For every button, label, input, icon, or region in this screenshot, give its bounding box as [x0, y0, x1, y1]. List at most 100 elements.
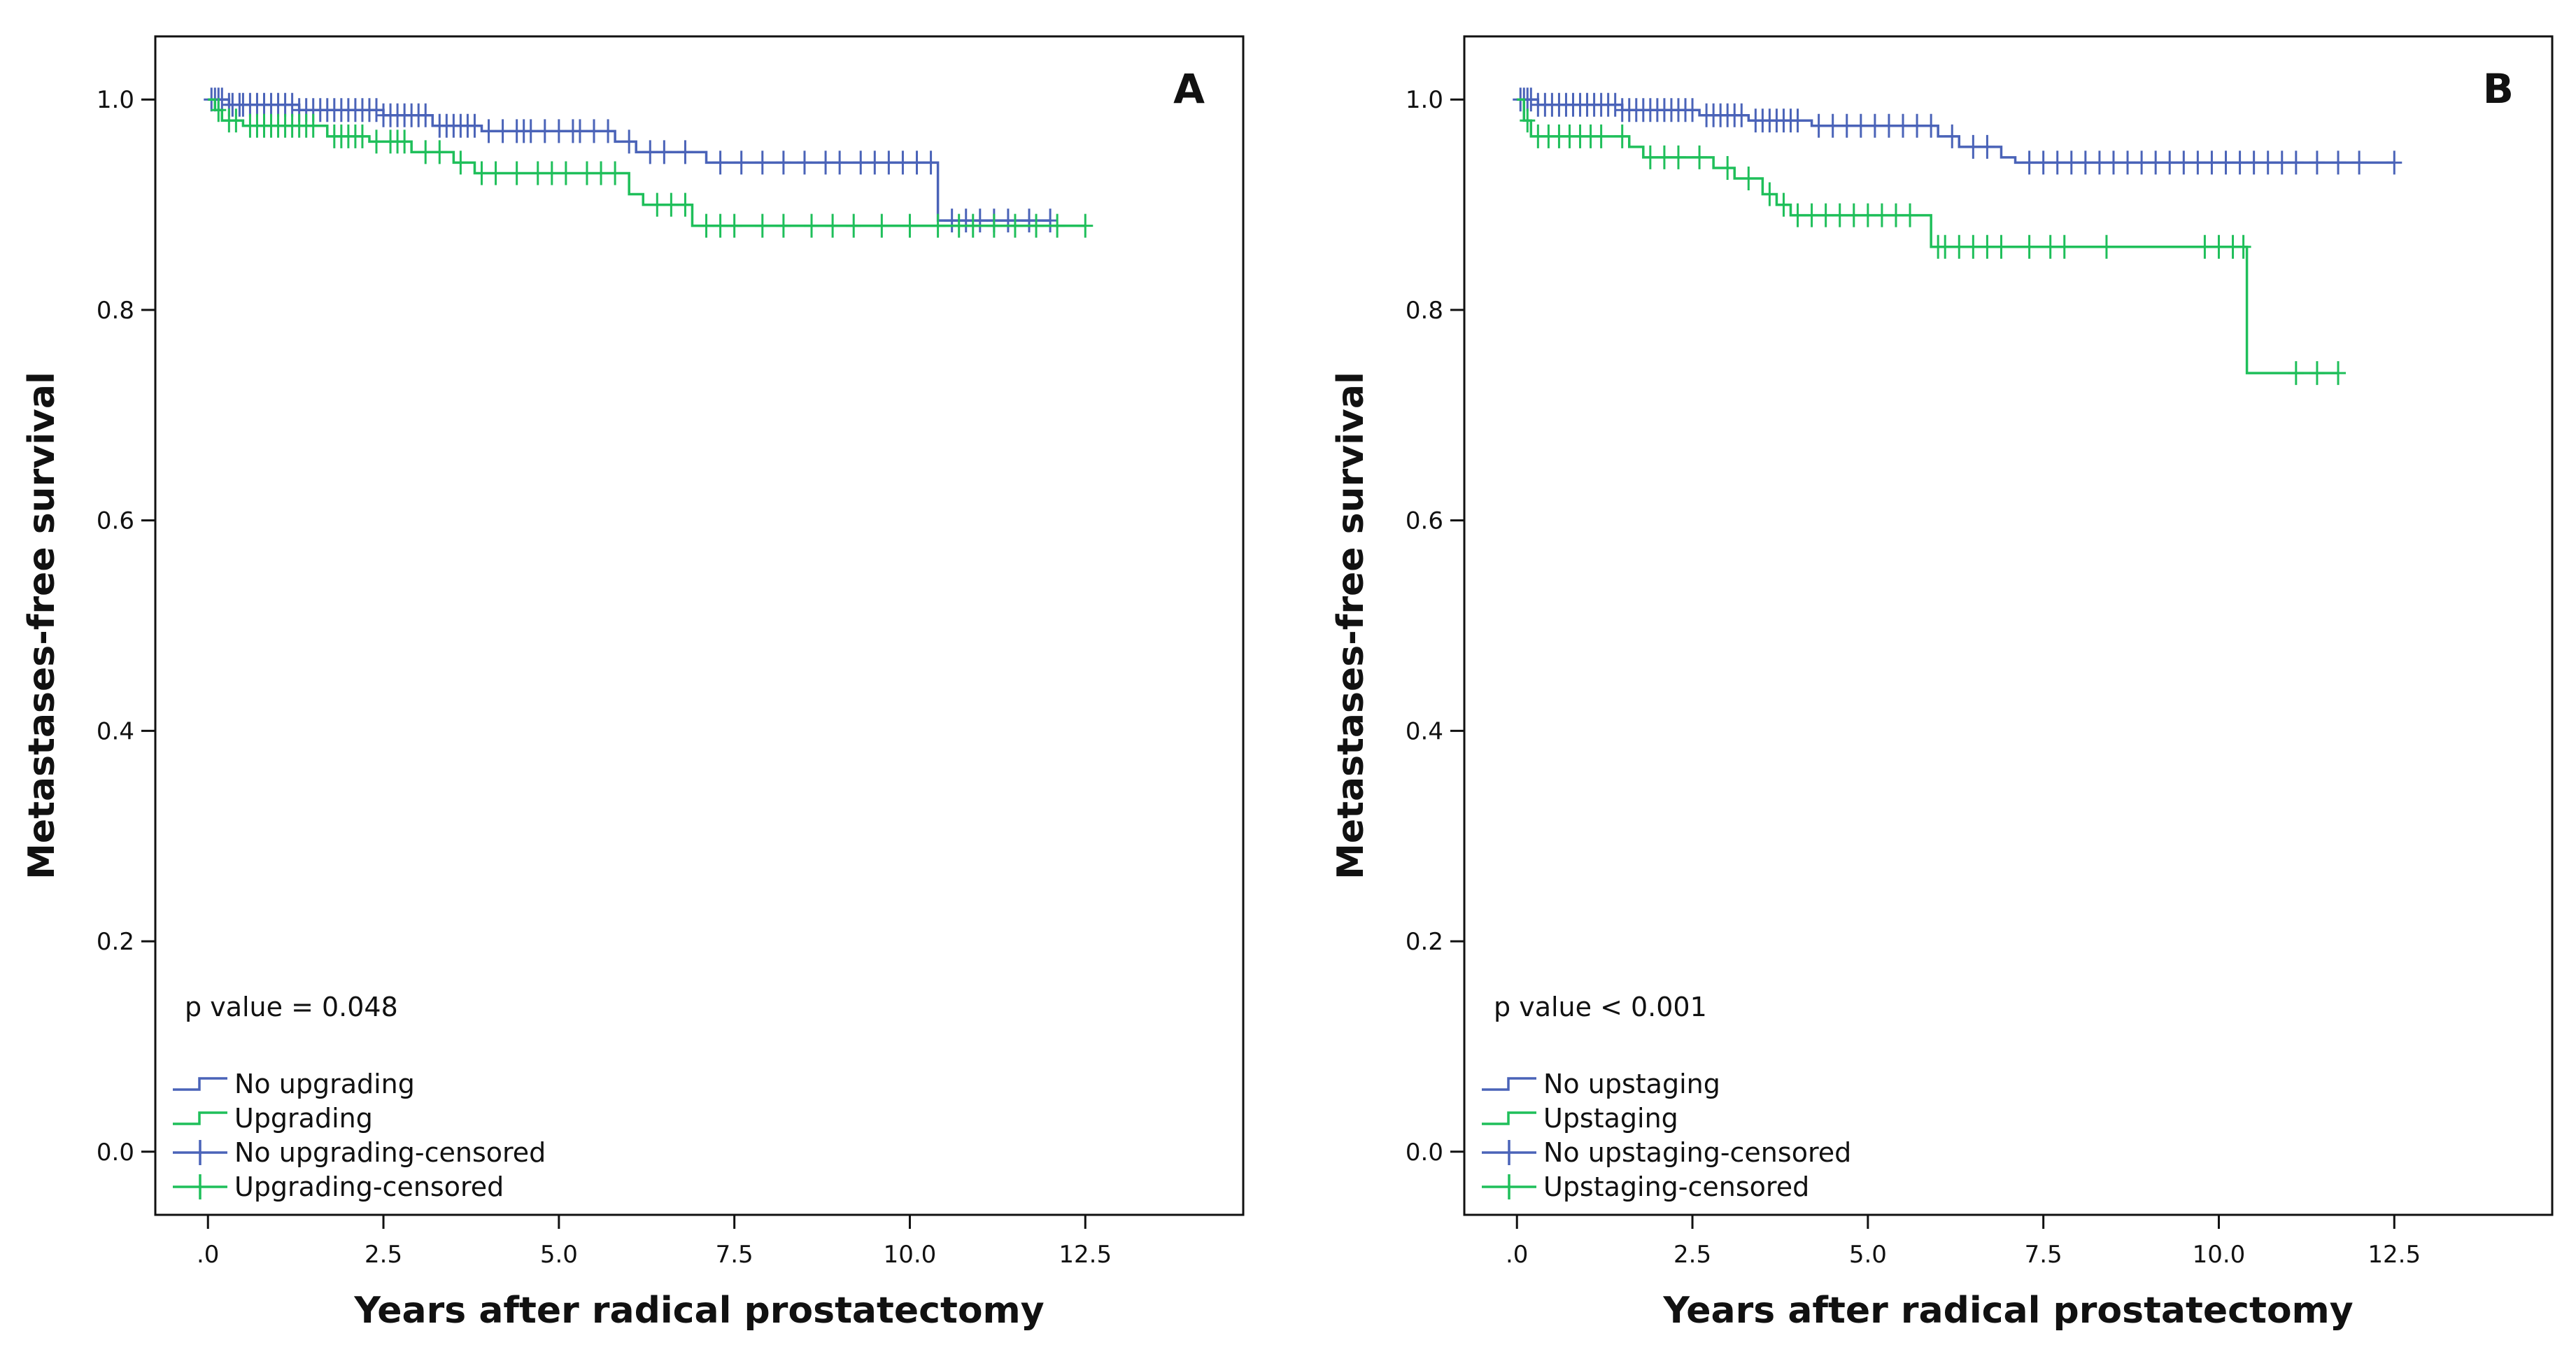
censor-mark: [1965, 234, 1981, 259]
censor-mark: [2091, 150, 2107, 175]
censor-mark: [1790, 108, 1806, 133]
censor-mark: [1853, 113, 1869, 138]
censor-mark: [481, 119, 497, 143]
censor-mark: [586, 119, 602, 143]
legend-label: No upgrading: [234, 1069, 415, 1099]
legend-swatch-censor: [1482, 1174, 1536, 1199]
censor-mark: [1776, 192, 1792, 217]
censor-mark: [284, 92, 300, 117]
censor-mark: [1846, 203, 1862, 227]
censor-mark: [2120, 150, 2136, 175]
y-axis-title: Metastases-free survival: [21, 372, 63, 880]
censor-mark: [495, 119, 511, 143]
censor-mark: [909, 150, 925, 175]
censor-mark: [818, 150, 834, 175]
censor-mark: [804, 213, 820, 238]
censor-mark: [509, 161, 525, 185]
censor-mark: [775, 213, 791, 238]
censor-mark: [677, 192, 693, 217]
censor-mark: [1993, 234, 2009, 259]
panel-b-chart: 0.0 0.2 0.4 0.6 0.8 1.0 .0 2.5 5.0 7.5 10.0 12.5 Yea…: [1330, 35, 2554, 1332]
censor-mark: [1049, 213, 1066, 238]
panel-letter: A: [1173, 65, 1205, 113]
censor-mark: [354, 124, 370, 148]
legend-swatch-line: [1482, 1111, 1536, 1125]
censor-mark: [2309, 150, 2325, 175]
censor-mark: [986, 213, 1002, 238]
x-tick-label: 12.5: [1059, 1241, 1112, 1269]
censor-mark: [1762, 182, 1778, 206]
x-tick-label: 5.0: [1849, 1241, 1887, 1269]
legend-label: Upstaging: [1543, 1103, 1678, 1134]
censor-mark: [2235, 234, 2251, 259]
p-value-annotation: p value < 0.001: [1494, 992, 1707, 1022]
y-axis-title: Metastases-free survival: [1330, 372, 1372, 880]
y-tick-label: 0.6: [1406, 507, 1443, 535]
censor-mark: [881, 150, 897, 175]
censor-mark: [558, 161, 574, 185]
censor-mark: [432, 140, 448, 164]
censor-mark: [923, 150, 939, 175]
censor-mark: [1593, 124, 1609, 148]
panel-letter: B: [2483, 65, 2514, 113]
censor-mark: [1670, 145, 1686, 169]
y-tick-label: 0.0: [1406, 1139, 1443, 1167]
censor-mark: [1867, 113, 1883, 138]
censor-mark: [663, 192, 679, 217]
censor-mark: [1804, 203, 1820, 227]
censor-mark: [2148, 150, 2164, 175]
censor-mark: [1965, 134, 1981, 159]
censor-mark: [712, 150, 728, 175]
censor-mark: [951, 213, 967, 238]
censor-mark: [607, 161, 623, 185]
censor-mark: [2330, 150, 2347, 175]
y-tick-label: 1.0: [1406, 86, 1443, 114]
censor-mark: [418, 140, 434, 164]
censor-mark: [1832, 203, 1848, 227]
x-axis-title: Years after radical prostatectomy: [353, 1290, 1044, 1332]
censor-mark: [895, 150, 911, 175]
censor-mark: [2351, 150, 2368, 175]
censor-mark: [1607, 92, 1623, 117]
censor-mark: [537, 119, 553, 143]
censor-mark: [369, 129, 385, 154]
legend-swatch-line: [173, 1111, 227, 1125]
survival-curve-1: [208, 98, 1086, 227]
legend-label: Upgrading: [234, 1103, 373, 1134]
x-axis-title: Years after radical prostatectomy: [1662, 1290, 2353, 1332]
censor-mark: [1028, 213, 1045, 238]
x-tick-label: 12.5: [2368, 1241, 2421, 1269]
censor-mark: [1860, 203, 1876, 227]
x-tick-label: 10.0: [884, 1241, 937, 1269]
censor-mark: [2197, 234, 2213, 259]
censor-mark: [958, 209, 974, 233]
censor-mark: [2098, 234, 2114, 259]
censor-mark: [418, 103, 434, 127]
censor-mark: [1895, 113, 1911, 138]
y-tick-label: 0.0: [97, 1139, 134, 1167]
censor-mark: [488, 161, 504, 185]
censor-mark: [305, 113, 321, 138]
censor-mark: [600, 119, 616, 143]
censor-mark: [1000, 209, 1016, 233]
censor-mark: [656, 140, 672, 164]
censor-mark: [874, 213, 890, 238]
censor-mark: [2232, 150, 2248, 175]
legend-label: Upstaging-censored: [1543, 1171, 1809, 1202]
censor-mark: [1741, 166, 1757, 190]
censor-mark: [825, 213, 841, 238]
censor-mark: [1077, 213, 1094, 238]
censor-mark: [2035, 150, 2051, 175]
censor-mark: [2162, 150, 2178, 175]
censor-mark: [593, 161, 609, 185]
censor-mark: [544, 161, 560, 185]
x-tick-label: 2.5: [365, 1241, 402, 1269]
censor-mark: [530, 161, 546, 185]
censor-mark: [2063, 150, 2079, 175]
censor-mark: [1042, 209, 1059, 233]
censor-mark: [775, 150, 791, 175]
y-tick-label: 0.4: [1406, 717, 1443, 745]
censor-mark: [2330, 361, 2347, 386]
censor-mark: [474, 161, 490, 185]
